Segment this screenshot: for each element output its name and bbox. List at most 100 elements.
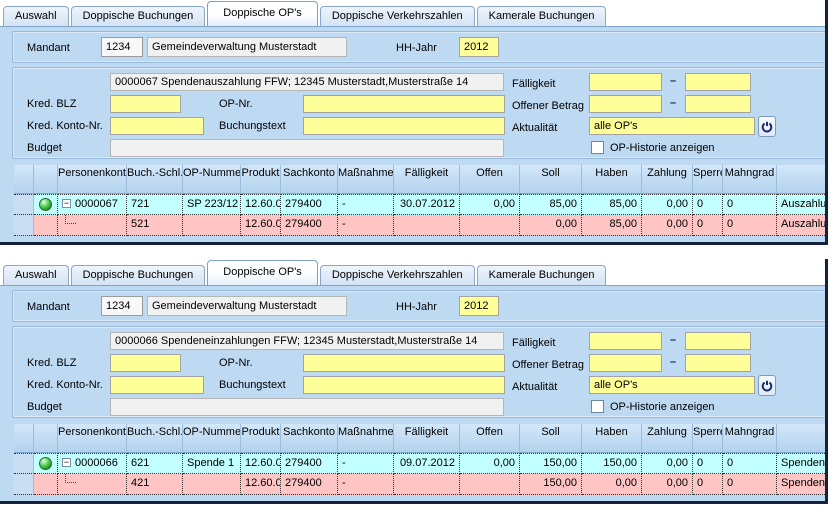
cell-mahngrad: 0 [723,453,777,474]
tab-doppische-ops[interactable]: Doppische OP's [207,260,318,285]
column-header[interactable]: OP-Nummer [183,424,241,453]
tab-doppische-verkehrszahlen[interactable]: Doppische Verkehrszahlen [319,265,475,285]
op-historie-checkbox[interactable] [591,141,604,154]
offener-betrag-to-input[interactable] [685,95,751,113]
row-selector-cell[interactable] [14,453,34,474]
collapse-icon[interactable]: − [62,457,71,467]
status-green-orb-icon [39,198,52,211]
faelligkeit-to-input[interactable] [685,332,751,350]
table-row[interactable]: 521 12.60.01 279400 - 0,00 85,00 0,00 0 … [14,215,825,236]
aktualitaet-input[interactable]: alle OP's [589,117,755,135]
tab-kamerale-buchungen[interactable]: Kamerale Buchungen [476,6,607,26]
cell-soll: 85,00 [520,194,582,215]
buchungstext-label: Buchungstext [219,120,286,132]
column-header[interactable]: Sperre [693,424,723,453]
hh-jahr-field[interactable]: 2012 [459,296,499,316]
column-header[interactable]: Personenkonto [58,424,127,453]
tab-doppische-ops[interactable]: Doppische OP's [207,1,318,26]
tab-kamerale-buchungen[interactable]: Kamerale Buchungen [476,265,607,285]
column-header[interactable]: Buch.-Schl. [127,424,183,453]
kred-blz-input[interactable] [110,95,181,113]
collapse-icon[interactable]: − [62,198,71,208]
column-header[interactable]: Fälligkeit [394,424,460,453]
column-header[interactable]: OP-Nummer [183,165,241,194]
kred-konto-nr-input[interactable] [110,376,204,394]
kred-blz-input[interactable] [110,354,181,372]
faelligkeit-from-input[interactable] [589,73,662,91]
cell-haben: 85,00 [582,215,642,236]
faelligkeit-label: Fälligkeit [512,337,556,349]
op-historie-checkbox[interactable] [591,400,604,413]
budget-field [110,398,504,416]
hh-jahr-field[interactable]: 2012 [459,37,499,57]
cell-zahlung: 0,00 [642,474,693,495]
column-header[interactable]: Fälligkeit [394,165,460,194]
column-header[interactable]: Produkt [241,165,281,194]
aktualitaet-input[interactable]: alle OP's [589,376,755,394]
tab-doppische-buchungen[interactable]: Doppische Buchungen [70,265,206,285]
cell-faelligkeit [394,215,460,236]
table-row[interactable]: −0000066 621 Spende 1 12.60.01 279400 - … [14,453,825,474]
buchungstext-input[interactable] [303,376,505,394]
op-historie-label: OP-Historie anzeigen [610,142,715,154]
tab-auswahl[interactable]: Auswahl [3,6,69,26]
column-header[interactable]: Zahlung [642,424,693,453]
column-header[interactable]: Personenkonto [58,165,127,194]
column-header[interactable]: Buchung [777,424,825,453]
column-header-spacer [14,424,34,453]
kred-konto-nr-label: Kred. Konto-Nr. [27,120,103,132]
column-header[interactable]: Buchung [777,165,825,194]
column-header[interactable]: Sachkonto [281,424,338,453]
window-doppische-ops-1: Auswahl Doppische Buchungen Doppische OP's… [0,0,828,245]
table-row[interactable]: −0000067 721 SP 223/12 12.60.01 279400 -… [14,194,825,215]
column-header[interactable]: Maßnahme [338,424,394,453]
tab-doppische-verkehrszahlen[interactable]: Doppische Verkehrszahlen [319,6,475,26]
aktualitaet-select-button[interactable] [758,116,776,137]
column-header[interactable]: Produkt [241,424,281,453]
cell-zahlung: 0,00 [642,215,693,236]
column-header[interactable]: Sperre [693,165,723,194]
mandant-code-field[interactable]: 1234 [101,296,143,316]
column-header[interactable]: Mahngrad [723,424,777,453]
column-header[interactable]: Buch.-Schl. [127,165,183,194]
column-header[interactable]: Sachkonto [281,165,338,194]
filter-groupbox: 0000066 Spendeneinzahlungen FFW; 12345 M… [12,326,825,418]
cell-soll: 0,00 [520,215,582,236]
faelligkeit-to-input[interactable] [685,73,751,91]
faelligkeit-from-input[interactable] [589,332,662,350]
offener-betrag-to-input[interactable] [685,354,751,372]
offener-betrag-range-dash: – [669,356,677,368]
offener-betrag-from-input[interactable] [589,354,662,372]
tab-auswahl[interactable]: Auswahl [3,265,69,285]
column-header-status [34,424,58,453]
column-header[interactable]: Offen [460,424,520,453]
column-header[interactable]: Haben [582,424,642,453]
column-header[interactable]: Zahlung [642,165,693,194]
tab-doppische-buchungen[interactable]: Doppische Buchungen [70,6,206,26]
op-nr-input[interactable] [303,95,505,113]
column-header[interactable]: Soll [520,165,582,194]
column-header[interactable]: Soll [520,424,582,453]
mandant-code-field[interactable]: 1234 [101,37,143,57]
column-header[interactable]: Haben [582,165,642,194]
mandant-label: Mandant [27,301,70,313]
cell-personenkonto [58,474,127,495]
row-selector-cell[interactable] [14,215,34,236]
cell-buch-schl: 721 [127,194,183,215]
cell-zahlung: 0,00 [642,194,693,215]
op-nr-input[interactable] [303,354,505,372]
op-grid: Personenkonto Buch.-Schl. OP-Nummer Prod… [14,424,825,495]
column-header[interactable]: Mahngrad [723,165,777,194]
buchungstext-input[interactable] [303,117,505,135]
column-header[interactable]: Maßnahme [338,165,394,194]
row-selector-cell[interactable] [14,194,34,215]
offener-betrag-from-input[interactable] [589,95,662,113]
row-selector-cell[interactable] [14,474,34,495]
kred-konto-nr-input[interactable] [110,117,204,135]
cell-offen [460,474,520,495]
aktualitaet-select-button[interactable] [758,375,776,396]
mandant-name-field: Gemeindeverwaltung Musterstadt [147,296,347,316]
column-header[interactable]: Offen [460,165,520,194]
aktualitaet-label: Aktualität [512,381,558,393]
table-row[interactable]: 421 12.60.01 279400 - 150,00 0,00 0,00 0… [14,474,825,495]
